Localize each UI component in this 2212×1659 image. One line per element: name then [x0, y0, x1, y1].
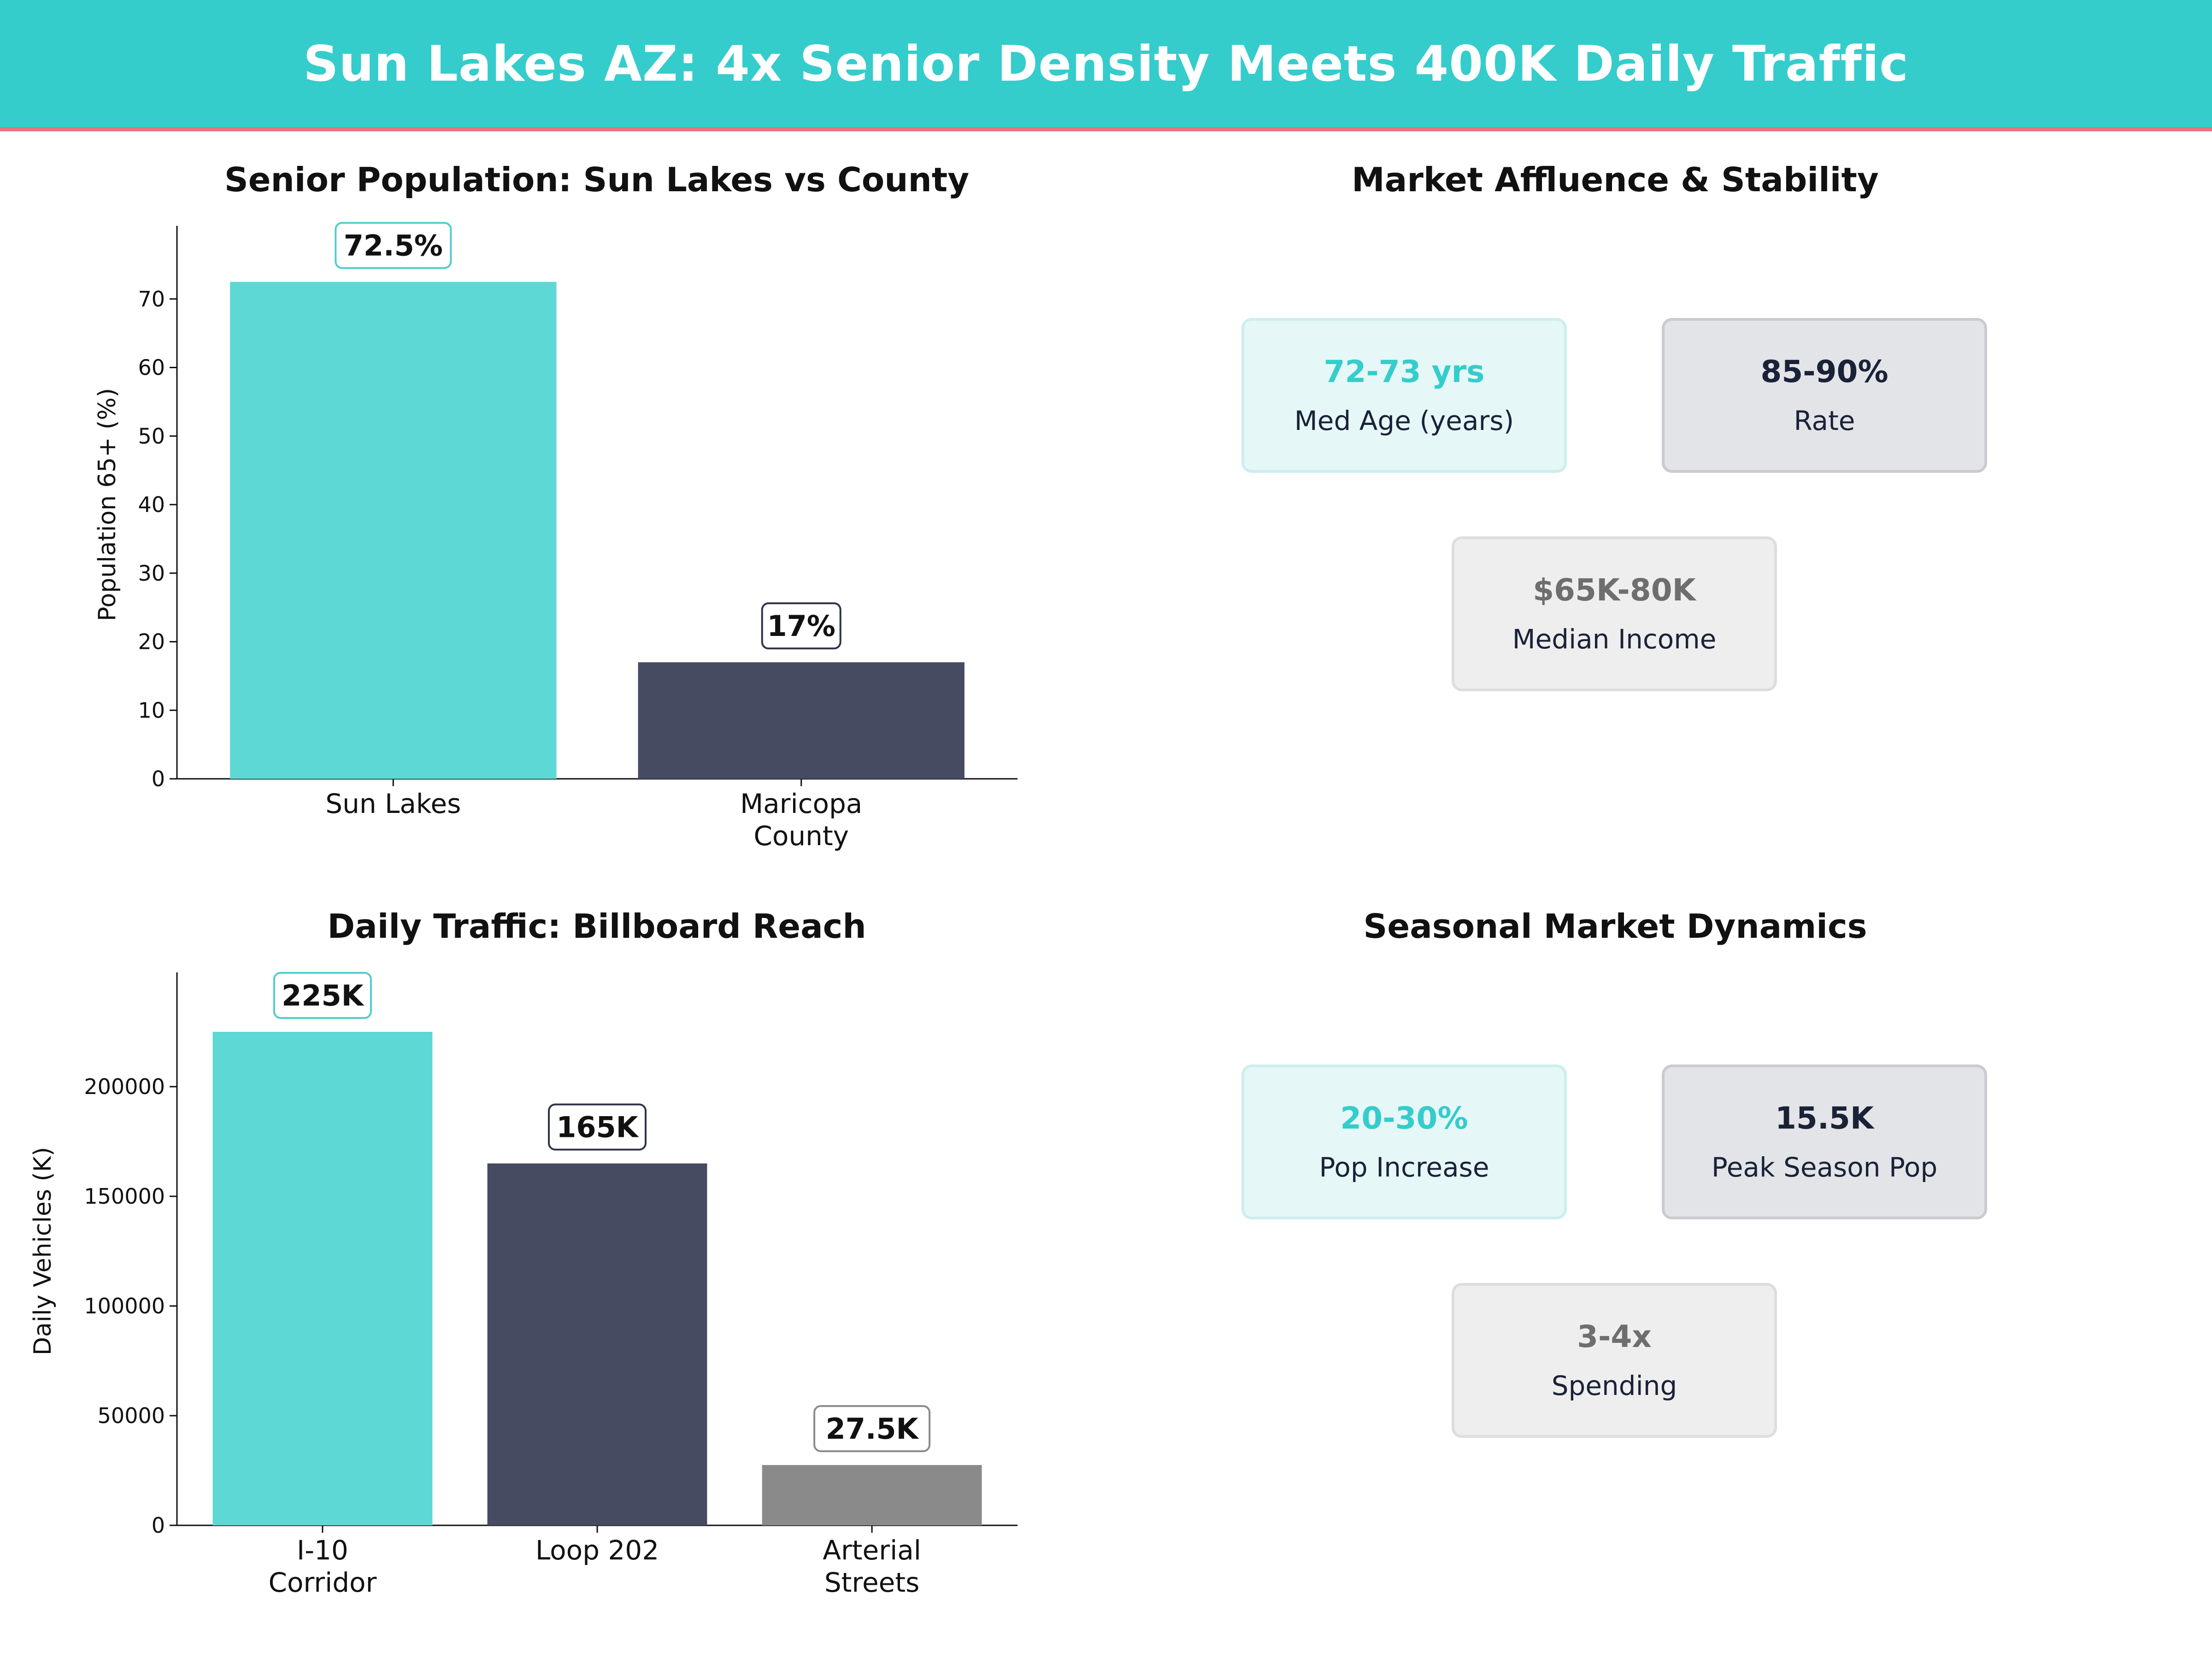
- y-tick-label: 10: [138, 698, 165, 723]
- y-tick-label: 20: [138, 629, 165, 654]
- header-banner: Sun Lakes AZ: 4x Senior Density Meets 40…: [0, 0, 2212, 131]
- senior-population-chart: 0 10 20 30 40 50 60 70 Population 65+ (%) 72.5% Su…: [94, 222, 1018, 852]
- x-tick-label: County: [753, 820, 849, 852]
- y-tick-label: 100000: [84, 1294, 165, 1318]
- value-label: 72.5%: [344, 229, 443, 263]
- value-label-box: [548, 1103, 647, 1151]
- bar: [762, 1465, 982, 1525]
- value-label: 27.5K: [826, 1412, 919, 1446]
- x-tick-label: Sun Lakes: [325, 788, 461, 819]
- chart-title-daily-traffic: Daily Traffic: Billboard Reach: [327, 907, 866, 946]
- y-tick-label: 40: [138, 492, 165, 517]
- value-label-box: [761, 602, 841, 650]
- y-tick-label: 0: [152, 766, 165, 791]
- y-tick-label: 50000: [98, 1403, 165, 1428]
- y-tick-label: 30: [138, 561, 165, 586]
- y-axis-label: Population 65+ (%): [94, 388, 121, 621]
- peak-season-pop-value: 15.5K: [1775, 1100, 1874, 1136]
- med-age-card: 72-73 yrs Med Age (years): [1241, 318, 1567, 473]
- x-tick-label: Streets: [824, 1567, 919, 1598]
- median-income-card: $65K-80K Median Income: [1452, 536, 1777, 691]
- value-label: 17%: [767, 609, 835, 643]
- pop-increase-card: 20-30% Pop Increase: [1241, 1065, 1567, 1219]
- chart-title-senior-population: Senior Population: Sun Lakes vs County: [224, 160, 970, 199]
- y-tick-label: 0: [152, 1513, 165, 1538]
- bar: [212, 1032, 433, 1525]
- seasonal-panel-title: Seasonal Market Dynamics: [1363, 907, 1867, 946]
- value-label-box: [335, 222, 452, 269]
- x-tick-label: Maricopa: [740, 788, 862, 819]
- spending-label: Spending: [1551, 1370, 1677, 1401]
- value-label: 225K: [282, 979, 364, 1012]
- peak-season-pop-card: 15.5K Peak Season Pop: [1662, 1065, 1987, 1219]
- median-income-value: $65K-80K: [1533, 572, 1696, 608]
- y-tick-label: 50: [138, 424, 165, 448]
- affluence-panel-title: Market Affluence & Stability: [1352, 160, 1879, 199]
- value-label: 165K: [556, 1111, 639, 1144]
- peak-season-pop-label: Peak Season Pop: [1711, 1152, 1938, 1183]
- y-tick-label: 150000: [84, 1184, 165, 1209]
- y-tick-label: 200000: [84, 1074, 165, 1099]
- value-label-box: [813, 1405, 931, 1453]
- page-title: Sun Lakes AZ: 4x Senior Density Meets 40…: [303, 35, 1909, 92]
- bar: [638, 662, 965, 779]
- spending-card: 3-4x Spending: [1452, 1283, 1777, 1438]
- value-label-box: [273, 972, 372, 1019]
- bar: [230, 282, 557, 779]
- rate-value: 85-90%: [1760, 354, 1888, 389]
- y-tick-label: 70: [138, 287, 165, 312]
- x-tick-label: I-10: [297, 1535, 348, 1566]
- rate-label: Rate: [1794, 405, 1855, 436]
- median-income-label: Median Income: [1512, 624, 1717, 655]
- bar: [487, 1163, 707, 1525]
- med-age-label: Med Age (years): [1294, 405, 1514, 436]
- rate-card: 85-90% Rate: [1662, 318, 1987, 473]
- x-tick-label: Arterial: [823, 1535, 921, 1566]
- med-age-value: 72-73 yrs: [1324, 354, 1485, 389]
- y-axis-label: Daily Vehicles (K): [29, 1147, 57, 1355]
- spending-value: 3-4x: [1577, 1319, 1652, 1354]
- y-tick-label: 60: [138, 355, 165, 380]
- pop-increase-label: Pop Increase: [1319, 1152, 1489, 1183]
- pop-increase-value: 20-30%: [1340, 1100, 1468, 1136]
- x-tick-label: Corridor: [268, 1567, 377, 1598]
- daily-traffic-chart: 0 50000 100000 150000 200000 Daily Vehicles (…: [29, 972, 1018, 1598]
- x-tick-label: Loop 202: [535, 1535, 659, 1566]
